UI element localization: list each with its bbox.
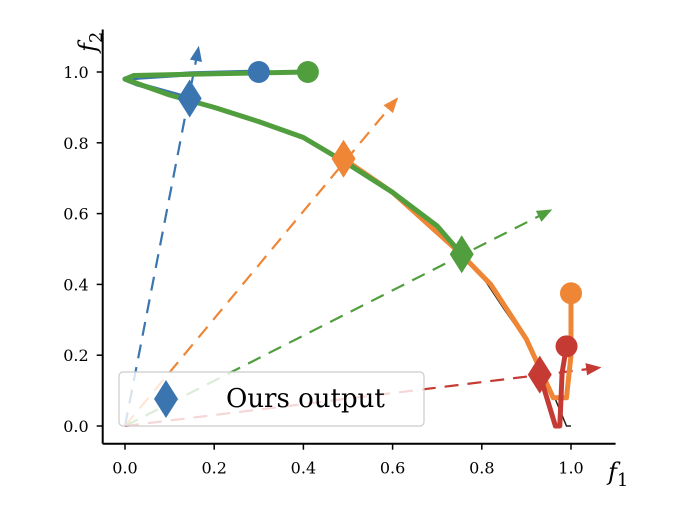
output-diamond-red <box>527 355 552 394</box>
legend-diamond-icon <box>154 380 178 418</box>
legend-label: Ours output <box>226 384 385 414</box>
x-tick-label: 0.2 <box>201 459 226 478</box>
y-tick-label: 0.8 <box>63 134 88 153</box>
y-axis-label-sub: 2 <box>86 32 107 43</box>
y-tick-label: 0.4 <box>63 275 88 294</box>
start-point-orange <box>560 282 582 305</box>
x-axis-label-sub: 1 <box>617 470 628 491</box>
legend: Ours output <box>118 371 425 427</box>
x-tick-label: 0.8 <box>469 459 494 478</box>
legend-box <box>118 371 425 427</box>
y-tick-label: 0.6 <box>63 205 88 224</box>
y-ticks: 0.0 0.2 0.4 0.6 0.8 1.0 <box>63 63 103 436</box>
path-orange <box>341 156 574 401</box>
output-diamond-green <box>449 235 474 274</box>
axes: 0.0 0.2 0.4 0.6 0.8 1.0 0.0 0.2 0.4 0.6 0.8 1.0 f1… <box>63 29 628 491</box>
y-tick-label: 0.2 <box>63 346 88 365</box>
start-point-green <box>296 61 319 83</box>
ray-blue <box>123 45 202 427</box>
trajectory-paths <box>122 69 574 429</box>
path-green <box>122 69 465 257</box>
output-diamond-orange <box>331 139 356 178</box>
markers <box>177 61 582 394</box>
start-point-red <box>555 335 578 358</box>
y-tick-label: 0.0 <box>63 417 88 436</box>
x-tick-label: 0.6 <box>380 459 405 478</box>
x-tick-label: 1.0 <box>558 459 583 478</box>
path-red <box>537 343 569 429</box>
x-tick-label: 0.4 <box>291 459 316 478</box>
start-point-blue <box>247 61 270 83</box>
x-ticks: 0.0 0.2 0.4 0.6 0.8 1.0 <box>112 443 584 478</box>
x-tick-label: 0.0 <box>112 459 137 478</box>
y-tick-label: 1.0 <box>63 63 88 82</box>
x-axis-label: f1 <box>606 458 628 491</box>
output-diamond-blue <box>177 79 202 118</box>
